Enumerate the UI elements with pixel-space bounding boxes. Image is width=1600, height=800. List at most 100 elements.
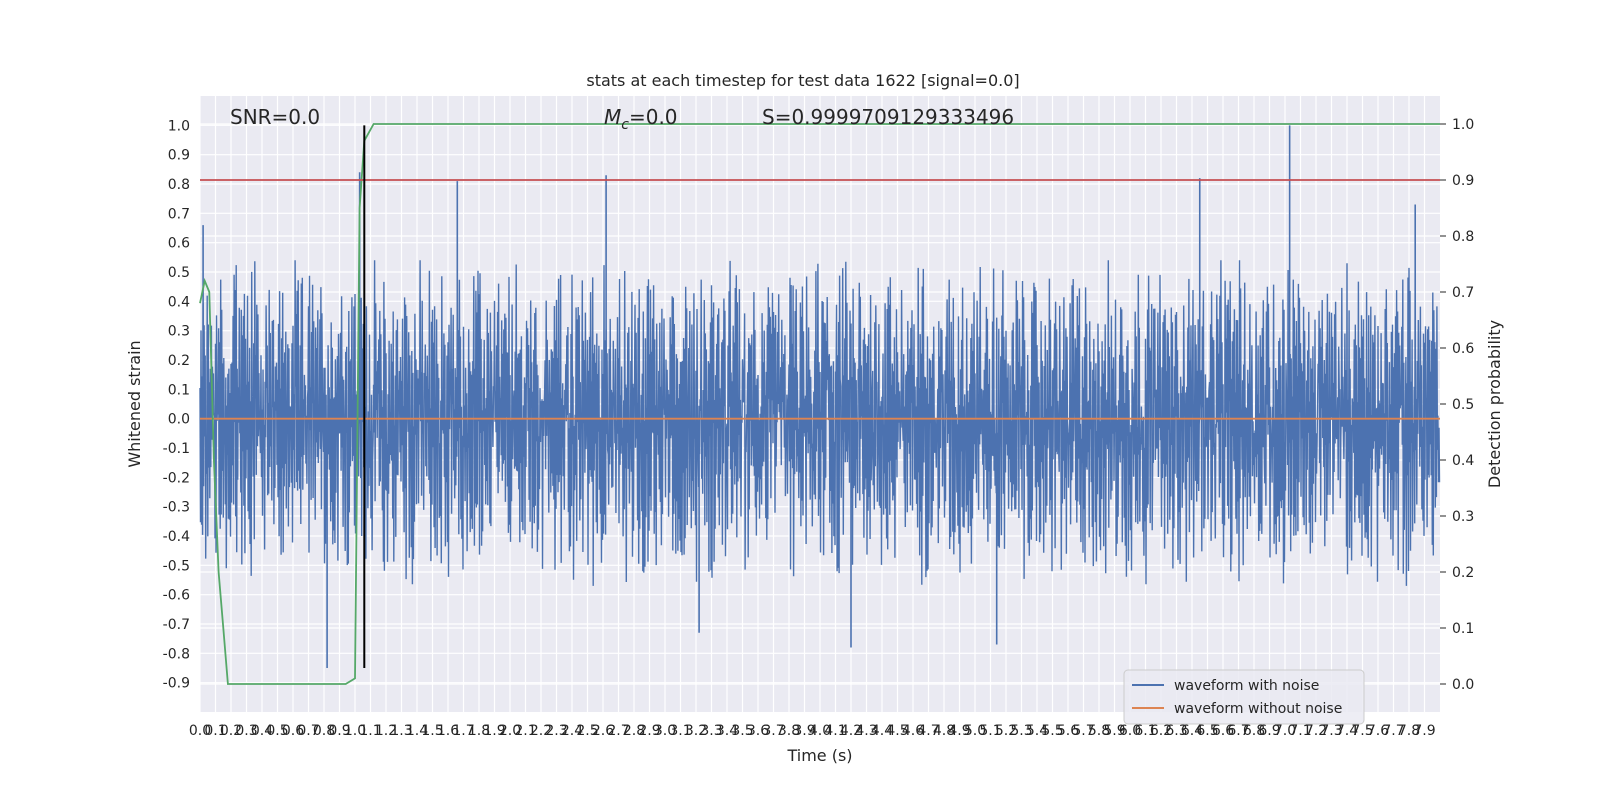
x-tick-label: 7.7 (1382, 723, 1404, 739)
y2-tick-label: 0.8 (1452, 229, 1474, 245)
x-tick-label: 7.4 (1336, 723, 1358, 739)
x-tick-label: 2.3 (545, 723, 567, 739)
x-tick-label: 4.7 (917, 723, 939, 739)
x-tick-label: 2.2 (530, 723, 552, 739)
x-tick-label: 6.9 (1258, 723, 1280, 739)
x-tick-label: 3.2 (685, 723, 707, 739)
x-tick-label: 5.6 (1057, 723, 1079, 739)
x-tick-label: 6.4 (1181, 723, 1203, 739)
y2-tick-label: 1.0 (1452, 117, 1474, 133)
x-tick-label: 0.8 (313, 723, 335, 739)
x-tick-label: 0.2 (220, 723, 242, 739)
x-tick-label: 5.0 (964, 723, 986, 739)
x-tick-label: 4.9 (948, 723, 970, 739)
x-axis-ticks: 0.00.10.20.30.40.50.60.70.80.91.01.11.21… (189, 723, 1436, 739)
x-tick-label: 1.8 (468, 723, 490, 739)
x-tick-label: 3.7 (762, 723, 784, 739)
x-tick-label: 5.9 (1103, 723, 1125, 739)
y-tick-label: 0.8 (168, 177, 190, 193)
y-tick-label: 0.0 (168, 412, 190, 428)
legend-label-noise: waveform with noise (1174, 678, 1319, 694)
x-tick-label: 1.7 (452, 723, 474, 739)
x-tick-label: 5.7 (1072, 723, 1094, 739)
x-tick-label: 1.3 (390, 723, 412, 739)
x-tick-label: 1.0 (344, 723, 366, 739)
mc-symbol: M (604, 105, 621, 129)
x-tick-label: 7.9 (1413, 723, 1435, 739)
x-tick-label: 4.3 (855, 723, 877, 739)
y-tick-label: -0.5 (163, 558, 190, 574)
x-tick-label: 6.8 (1243, 723, 1265, 739)
x-tick-label: 5.4 (1026, 723, 1048, 739)
y-tick-label: 0.4 (168, 294, 190, 310)
x-tick-label: 7.0 (1274, 723, 1296, 739)
x-axis-label: Time (s) (786, 746, 852, 765)
x-tick-label: 1.6 (437, 723, 459, 739)
snr-annotation: SNR=0.0 (230, 105, 320, 129)
x-tick-label: 0.0 (189, 723, 211, 739)
x-tick-label: 1.1 (359, 723, 381, 739)
x-tick-label: 4.5 (886, 723, 908, 739)
y-tick-label: -0.3 (163, 500, 190, 516)
x-tick-label: 1.5 (421, 723, 443, 739)
x-tick-label: 7.5 (1351, 723, 1373, 739)
x-tick-label: 0.5 (266, 723, 288, 739)
y2-tick-label: 0.0 (1452, 677, 1474, 693)
y-tick-label: 0.9 (168, 148, 190, 164)
x-tick-label: 0.6 (282, 723, 304, 739)
chirp-mass-annotation: Mc=0.0 (604, 105, 678, 133)
x-tick-label: 3.5 (731, 723, 753, 739)
y-tick-label: -0.6 (163, 588, 190, 604)
y2-tick-label: 0.3 (1452, 509, 1474, 525)
x-tick-label: 0.7 (297, 723, 319, 739)
legend-label-clean: waveform without noise (1174, 701, 1342, 717)
x-tick-label: 4.6 (902, 723, 924, 739)
x-tick-label: 5.8 (1088, 723, 1110, 739)
y-tick-label: -0.8 (163, 646, 190, 662)
y-tick-label: 0.3 (168, 324, 190, 340)
x-tick-label: 6.6 (1212, 723, 1234, 739)
y2-tick-label: 0.5 (1452, 397, 1474, 413)
chart-title: stats at each timestep for test data 162… (586, 71, 1019, 90)
x-tick-label: 3.8 (778, 723, 800, 739)
x-tick-label: 3.9 (793, 723, 815, 739)
y-tick-label: 0.6 (168, 236, 190, 252)
x-tick-label: 3.3 (700, 723, 722, 739)
x-tick-label: 5.3 (1010, 723, 1032, 739)
x-tick-label: 3.4 (716, 723, 738, 739)
y2-tick-label: 0.9 (1452, 173, 1474, 189)
legend: waveform with noise waveform without noi… (1123, 669, 1365, 725)
y-tick-label: -0.2 (163, 470, 190, 486)
x-tick-label: 2.7 (607, 723, 629, 739)
x-tick-label: 2.0 (499, 723, 521, 739)
x-tick-label: 6.5 (1196, 723, 1218, 739)
x-tick-label: 6.0 (1119, 723, 1141, 739)
y-tick-label: 1.0 (168, 118, 190, 134)
y-tick-label: -0.4 (163, 529, 190, 545)
y-tick-label: 0.7 (168, 206, 190, 222)
y-tick-label: -0.7 (163, 617, 190, 633)
x-tick-label: 2.4 (561, 723, 583, 739)
x-tick-label: 7.1 (1289, 723, 1311, 739)
y2-tick-label: 0.7 (1452, 285, 1474, 301)
x-tick-label: 6.7 (1227, 723, 1249, 739)
x-tick-label: 7.6 (1367, 723, 1389, 739)
x-tick-label: 4.1 (824, 723, 846, 739)
y2-tick-label: 0.4 (1452, 453, 1474, 469)
y-axis-label: Whitened strain (125, 340, 144, 467)
x-tick-label: 5.1 (979, 723, 1001, 739)
y-axis-ticks: -0.9 -0.8 -0.7 -0.6 -0.5 -0.4 -0.3 -0.2 -0.1 0.0 0… (163, 118, 190, 691)
x-tick-label: 2.6 (592, 723, 614, 739)
x-tick-label: 4.8 (933, 723, 955, 739)
mc-subscript: c (621, 117, 629, 133)
x-tick-label: 7.2 (1305, 723, 1327, 739)
x-tick-label: 2.9 (638, 723, 660, 739)
x-tick-label: 2.5 (576, 723, 598, 739)
x-tick-label: 0.9 (328, 723, 350, 739)
y-tick-label: 0.5 (168, 265, 190, 281)
s-annotation: S=0.9999709129333496 (762, 105, 1014, 129)
x-tick-label: 0.1 (204, 723, 226, 739)
x-tick-label: 2.8 (623, 723, 645, 739)
x-tick-label: 2.1 (514, 723, 536, 739)
